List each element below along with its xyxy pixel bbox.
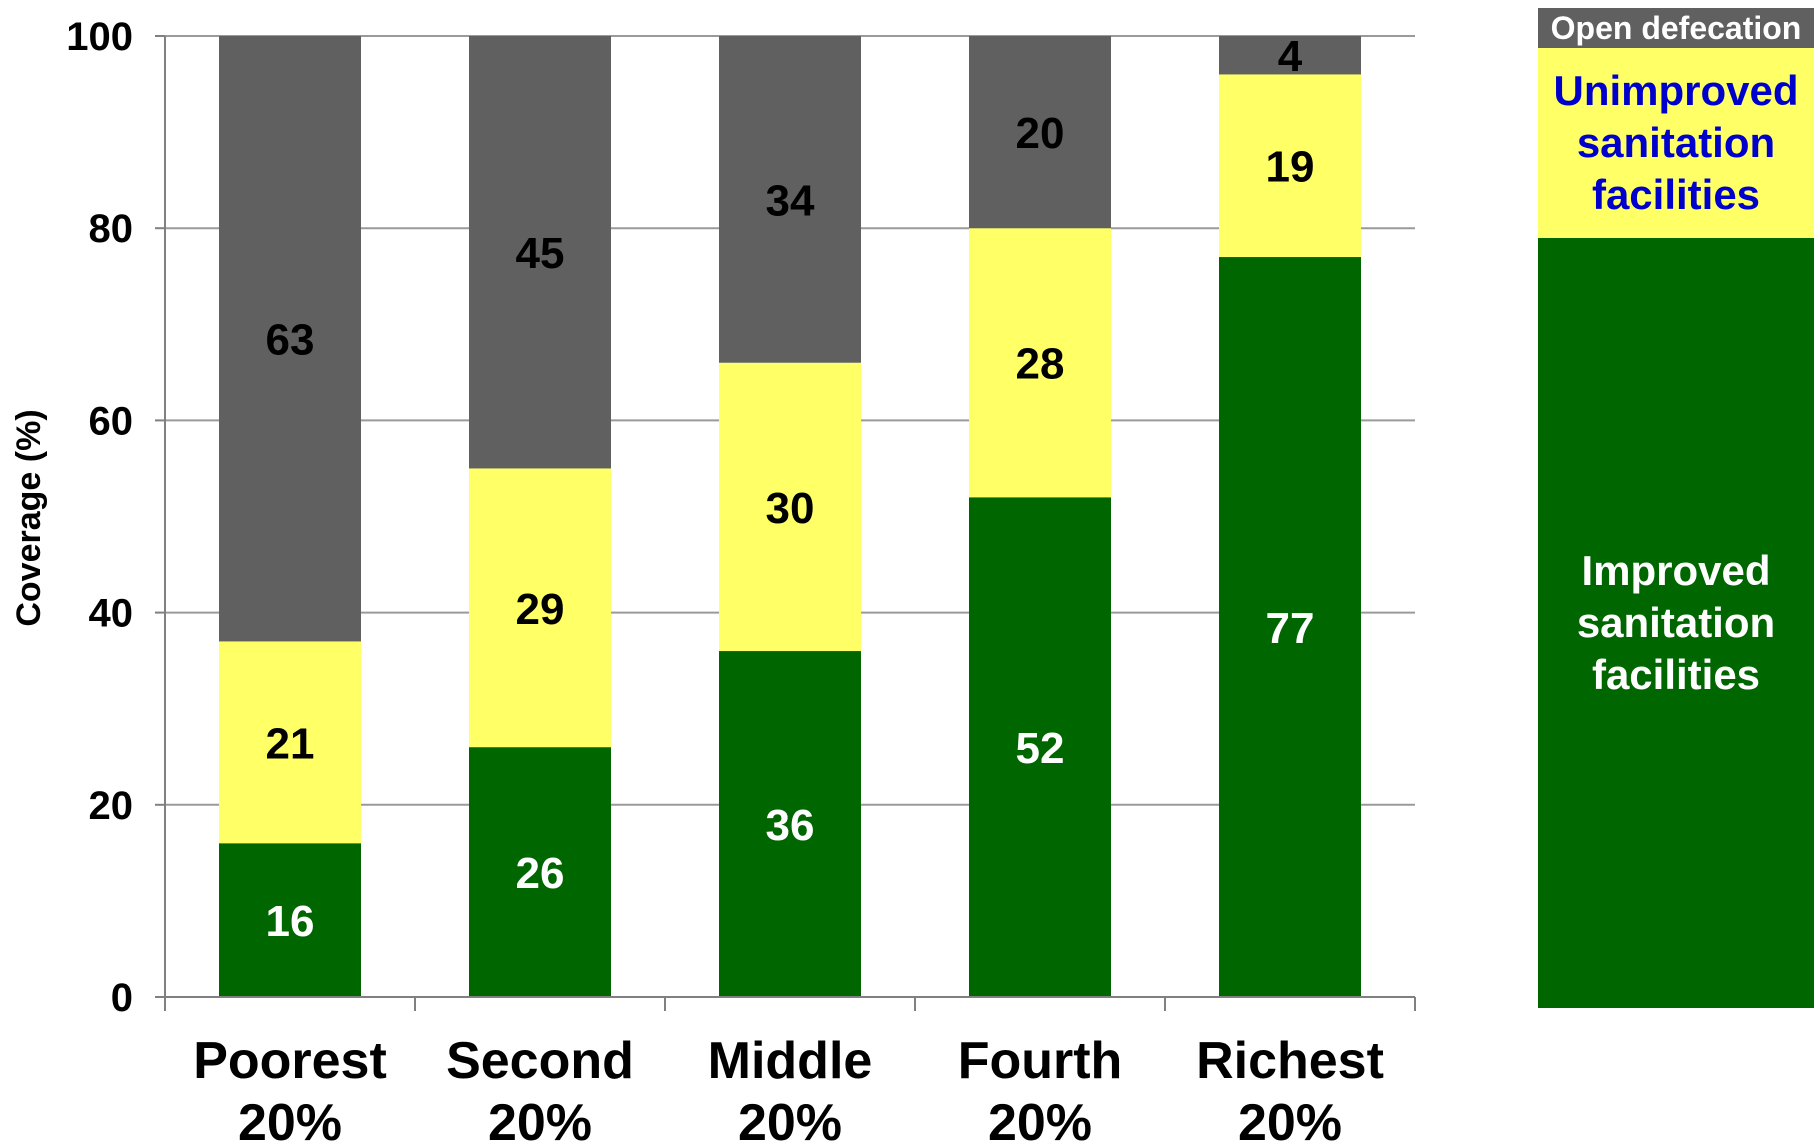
bar-segment [719, 36, 861, 363]
data-label: 16 [266, 897, 315, 946]
x-tick-label: Fourth [958, 1032, 1123, 1090]
data-label: 52 [1016, 724, 1065, 773]
bar-segment [1219, 257, 1361, 997]
bar-segment [969, 228, 1111, 498]
y-tick-label: 40 [89, 592, 134, 636]
legend-open-defecation: Open defecation [1538, 8, 1814, 48]
data-label: 63 [266, 316, 315, 365]
x-tick-label: Middle [708, 1032, 873, 1090]
x-tick-label: 20% [988, 1094, 1092, 1145]
bars [219, 36, 1361, 997]
bar-segment [469, 468, 611, 748]
bar-segment [969, 36, 1111, 229]
bar-segment [719, 362, 861, 652]
data-label: 26 [516, 849, 565, 898]
y-tick-label: 20 [89, 784, 134, 828]
value-labels: 16 21 63 26 29 45 36 30 34 52 28 20 77 19 4 [266, 32, 1315, 946]
x-tick-label: 20% [238, 1094, 342, 1145]
bar-segment [219, 36, 361, 642]
bar-segment [1219, 36, 1361, 75]
data-label: 45 [516, 229, 565, 278]
x-tick-label: Richest [1196, 1032, 1384, 1090]
x-tick-label: Poorest [193, 1032, 387, 1090]
axes: 020406080100Poorest20%Second20%Middle20%… [66, 15, 1416, 1145]
data-label: 20 [1016, 109, 1065, 158]
x-tick-label: 20% [1238, 1094, 1342, 1145]
data-label: 28 [1016, 340, 1065, 389]
legend: Open defecation Unimproved sanitation fa… [1538, 8, 1814, 1008]
legend-unimproved-sanitation: Unimproved sanitation facilities [1538, 48, 1814, 238]
bar-segment [469, 36, 611, 469]
data-label: 29 [516, 585, 565, 634]
bar-segment [219, 641, 361, 844]
data-label: 34 [766, 176, 815, 225]
legend-improved-sanitation: Improved sanitation facilities [1538, 238, 1814, 1008]
bar-segment [219, 843, 361, 997]
x-tick-label: 20% [738, 1094, 842, 1145]
stacked-bar-chart: 020406080100Poorest20%Second20%Middle20%… [10, 15, 1416, 1145]
y-tick-label: 100 [66, 15, 133, 59]
bar-segment [719, 651, 861, 997]
y-tick-label: 0 [111, 976, 133, 1020]
y-axis-label: Coverage (%) [10, 409, 48, 626]
data-label: 4 [1278, 32, 1303, 81]
bar-segment [1219, 74, 1361, 258]
data-label: 36 [766, 801, 815, 850]
y-tick-label: 60 [89, 399, 134, 443]
data-label: 30 [766, 484, 815, 533]
x-tick-label: 20% [488, 1094, 592, 1145]
x-tick-label: Second [446, 1032, 634, 1090]
data-label: 19 [1266, 143, 1315, 192]
bar-segment [469, 747, 611, 997]
data-label: 21 [266, 719, 315, 768]
bar-segment [969, 497, 1111, 997]
y-tick-label: 80 [89, 207, 134, 251]
data-label: 77 [1266, 604, 1315, 653]
